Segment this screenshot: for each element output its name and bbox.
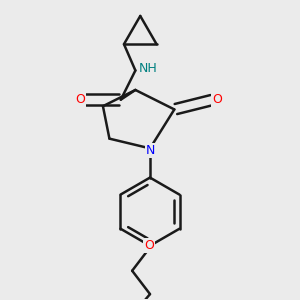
Text: O: O	[144, 239, 154, 252]
Text: O: O	[75, 93, 85, 106]
Text: O: O	[212, 93, 222, 106]
Text: N: N	[146, 143, 155, 157]
Text: NH: NH	[138, 62, 157, 75]
